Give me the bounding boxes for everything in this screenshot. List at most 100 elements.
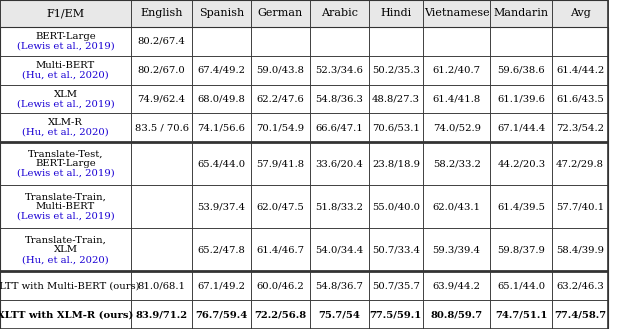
Text: (Hu, et al., 2020): (Hu, et al., 2020)	[22, 70, 109, 80]
Bar	[0, 56, 131, 85]
Text: Spanish: Spanish	[199, 9, 244, 18]
Text: 74.9/62.4: 74.9/62.4	[138, 94, 186, 103]
Bar	[131, 85, 192, 113]
Text: F1/EM: F1/EM	[47, 9, 84, 18]
Text: 57.9/41.8: 57.9/41.8	[256, 159, 305, 168]
Bar	[552, 228, 608, 271]
Text: 80.2/67.0: 80.2/67.0	[138, 65, 186, 75]
Text: 61.4/41.8: 61.4/41.8	[433, 94, 481, 103]
Text: 62.0/43.1: 62.0/43.1	[433, 202, 481, 211]
Bar	[490, 113, 552, 142]
Text: 67.1/44.4: 67.1/44.4	[497, 123, 545, 132]
Text: 61.1/39.6: 61.1/39.6	[497, 94, 545, 103]
Text: 76.7/59.4: 76.7/59.4	[195, 310, 248, 319]
Bar	[310, 85, 369, 113]
Bar	[192, 113, 251, 142]
Bar	[490, 142, 552, 185]
Bar	[0, 113, 131, 142]
Bar	[131, 185, 192, 228]
Text: Translate-Train,: Translate-Train,	[25, 236, 106, 245]
Text: 70.6/53.1: 70.6/53.1	[372, 123, 420, 132]
Text: 50.7/33.4: 50.7/33.4	[372, 245, 420, 254]
Text: (Lewis et al., 2019): (Lewis et al., 2019)	[17, 99, 115, 108]
Text: Multi-BERT: Multi-BERT	[36, 202, 95, 211]
Text: Avg: Avg	[570, 9, 591, 18]
Bar	[310, 0, 369, 27]
Bar	[552, 113, 608, 142]
Bar	[310, 228, 369, 271]
Bar	[423, 0, 490, 27]
Bar	[423, 142, 490, 185]
Bar	[251, 228, 310, 271]
Text: 23.8/18.9: 23.8/18.9	[372, 159, 420, 168]
Bar	[0, 300, 131, 329]
Text: 72.3/54.2: 72.3/54.2	[556, 123, 604, 132]
Bar	[490, 27, 552, 56]
Text: 74.0/52.9: 74.0/52.9	[433, 123, 481, 132]
Bar	[369, 185, 423, 228]
Text: (Lewis et al., 2019): (Lewis et al., 2019)	[17, 42, 115, 51]
Bar	[192, 228, 251, 271]
Text: 65.2/47.8: 65.2/47.8	[198, 245, 245, 254]
Text: 66.6/47.1: 66.6/47.1	[316, 123, 363, 132]
Text: 80.2/67.4: 80.2/67.4	[138, 37, 186, 46]
Text: Translate-Train,: Translate-Train,	[25, 192, 106, 202]
Text: 77.4/58.7: 77.4/58.7	[554, 310, 606, 319]
Text: 55.0/40.0: 55.0/40.0	[372, 202, 420, 211]
Bar	[552, 85, 608, 113]
Bar	[131, 300, 192, 329]
Bar	[192, 142, 251, 185]
Bar	[490, 85, 552, 113]
Text: 48.8/27.3: 48.8/27.3	[372, 94, 420, 103]
Bar	[310, 185, 369, 228]
Bar	[369, 142, 423, 185]
Text: (Hu, et al., 2020): (Hu, et al., 2020)	[22, 128, 109, 137]
Bar	[552, 142, 608, 185]
Text: 68.0/49.8: 68.0/49.8	[198, 94, 245, 103]
Bar	[423, 228, 490, 271]
Bar	[423, 113, 490, 142]
Text: (Lewis et al., 2019): (Lewis et al., 2019)	[17, 212, 115, 221]
Text: 47.2/29.8: 47.2/29.8	[556, 159, 604, 168]
Text: 54.8/36.3: 54.8/36.3	[316, 94, 363, 103]
Bar	[310, 27, 369, 56]
Bar	[490, 0, 552, 27]
Text: 83.5 / 70.6: 83.5 / 70.6	[134, 123, 189, 132]
Bar	[310, 142, 369, 185]
Bar	[251, 56, 310, 85]
Text: 58.4/39.9: 58.4/39.9	[556, 245, 604, 254]
Bar	[310, 271, 369, 300]
Bar	[192, 85, 251, 113]
Text: Vietnamese: Vietnamese	[424, 9, 490, 18]
Text: BERT-Large: BERT-Large	[35, 32, 96, 41]
Text: 59.8/37.9: 59.8/37.9	[497, 245, 545, 254]
Bar	[251, 85, 310, 113]
Text: 59.0/43.8: 59.0/43.8	[256, 65, 305, 75]
Text: 54.0/34.4: 54.0/34.4	[315, 245, 364, 254]
Bar	[552, 300, 608, 329]
Text: 65.4/44.0: 65.4/44.0	[197, 159, 246, 168]
Text: XLM: XLM	[54, 89, 77, 98]
Bar	[0, 27, 131, 56]
Text: XLTT with XLM-R (ours): XLTT with XLM-R (ours)	[0, 310, 134, 319]
Bar	[0, 85, 131, 113]
Bar	[192, 0, 251, 27]
Text: 61.2/40.7: 61.2/40.7	[433, 65, 481, 75]
Bar	[0, 271, 131, 300]
Text: 44.2/20.3: 44.2/20.3	[497, 159, 545, 168]
Text: (Lewis et al., 2019): (Lewis et al., 2019)	[17, 169, 115, 178]
Bar	[0, 0, 131, 27]
Bar	[131, 228, 192, 271]
Bar	[423, 85, 490, 113]
Text: 72.2/56.8: 72.2/56.8	[254, 310, 307, 319]
Bar	[0, 185, 131, 228]
Text: 60.0/46.2: 60.0/46.2	[257, 281, 304, 291]
Text: 75.7/54: 75.7/54	[318, 310, 360, 319]
Bar	[423, 300, 490, 329]
Bar	[131, 56, 192, 85]
Text: 54.8/36.7: 54.8/36.7	[316, 281, 363, 291]
Text: Multi-BERT: Multi-BERT	[36, 61, 95, 70]
Bar	[490, 271, 552, 300]
Bar	[552, 56, 608, 85]
Bar	[369, 113, 423, 142]
